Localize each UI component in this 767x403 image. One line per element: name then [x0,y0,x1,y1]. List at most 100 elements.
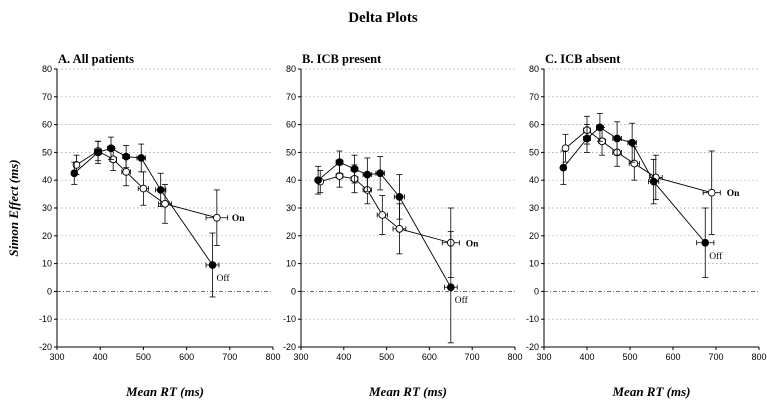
data-point [378,211,387,219]
x-axis-label: Mean RT (ms) [368,384,447,399]
y-tick-label: 20 [42,231,52,241]
data-point [161,199,169,208]
series-on: On [561,115,740,235]
y-tick-label: 50 [529,147,539,157]
panel-title: A. All patients [58,52,134,66]
data-point [122,152,130,161]
x-tick-label: 600 [665,352,680,362]
data-point [335,172,344,180]
series-line [73,147,213,266]
y-tick-label: 70 [42,92,52,102]
series-on: On [316,164,479,278]
data-point [156,186,165,194]
y-tick-label: -20 [283,342,296,352]
data-point [335,158,344,166]
y-axis-label: Simon Effect (ms) [6,159,21,256]
x-tick-label: 700 [465,352,480,362]
data-point [139,184,148,193]
series-off: Off [314,150,469,344]
figure-title: Delta Plots [348,10,418,26]
x-tick-label: 800 [751,352,766,362]
y-tick-label: 60 [529,120,539,130]
x-tick-label: 800 [507,352,522,362]
chart-panel-2: -20 -10 0 10 20 30 40 50 60 70 80 300 400 500 600 700 80… [283,52,523,399]
data-point [395,225,404,233]
data-point [395,193,404,201]
y-tick-label: 0 [291,286,296,296]
data-point [70,169,79,178]
x-tick-label: 400 [336,352,351,362]
y-tick-label: 70 [286,92,296,102]
x-tick-label: 500 [136,352,151,362]
data-point [212,213,221,222]
y-tick-label: -20 [39,342,52,352]
y-tick-label: -10 [283,314,296,324]
data-point [72,161,81,169]
y-tick-label: 80 [42,64,52,74]
series-off: Off [70,136,231,298]
data-point [613,134,621,143]
panel-title: C. ICB absent [545,52,621,66]
x-tick-label: 700 [222,352,237,362]
y-tick-label: 10 [286,259,296,269]
chart-panel-3: -20 -10 0 10 20 30 40 50 60 70 80 300 400 500 600 700 80… [526,52,767,399]
x-tick-label: 500 [622,352,637,362]
data-point [376,169,385,178]
x-tick-label: 600 [179,352,194,362]
y-tick-label: 10 [42,259,52,269]
data-point [596,123,604,132]
y-tick-label: 0 [534,286,539,296]
y-tick-label: 30 [286,203,296,213]
series-label-on: On [727,189,740,199]
y-tick-label: 70 [529,92,539,102]
x-tick-label: 600 [422,352,437,362]
series-line [317,161,452,288]
y-tick-label: 50 [42,147,52,157]
y-tick-label: 0 [47,286,52,296]
x-tick-label: 300 [536,352,551,362]
series-off: Off [559,113,723,278]
data-point [107,144,115,153]
y-tick-label: 20 [529,231,539,241]
x-axis-label: Mean RT (ms) [612,384,691,399]
y-tick-label: 10 [529,259,539,269]
chart-panel-1: -20 -10 0 10 20 30 40 50 60 70 80 300 400 500 600 700 80… [6,52,281,399]
data-point [350,165,359,173]
y-tick-label: 20 [286,231,296,241]
y-tick-label: 40 [529,175,539,185]
data-point [122,168,130,176]
series-label-off: Off [709,251,723,262]
x-tick-label: 300 [49,352,64,362]
data-point [628,138,637,147]
panel-title: B. ICB present [302,52,382,66]
series-label-off: Off [217,273,231,284]
y-tick-label: 40 [42,175,52,185]
y-tick-label: 50 [286,147,296,157]
series-label-off: Off [455,295,469,306]
series-label-on: On [232,214,245,224]
data-point [583,134,591,143]
y-tick-label: 60 [42,120,52,130]
data-point [94,148,102,157]
x-tick-label: 700 [708,352,723,362]
y-tick-label: -20 [526,342,539,352]
y-tick-label: 60 [286,120,296,130]
data-point [561,144,570,153]
data-point [649,177,658,186]
data-point [363,170,372,179]
data-point [446,283,455,292]
data-point [707,188,716,197]
data-point [314,176,322,185]
data-point [208,261,217,269]
y-tick-label: 40 [286,175,296,185]
y-tick-label: 30 [42,203,52,213]
data-point [559,163,568,172]
x-tick-label: 300 [293,352,308,362]
x-tick-label: 400 [579,352,594,362]
y-tick-label: 30 [529,203,539,213]
y-tick-label: -10 [39,314,52,324]
x-axis-label: Mean RT (ms) [125,384,204,399]
x-tick-label: 800 [265,352,280,362]
